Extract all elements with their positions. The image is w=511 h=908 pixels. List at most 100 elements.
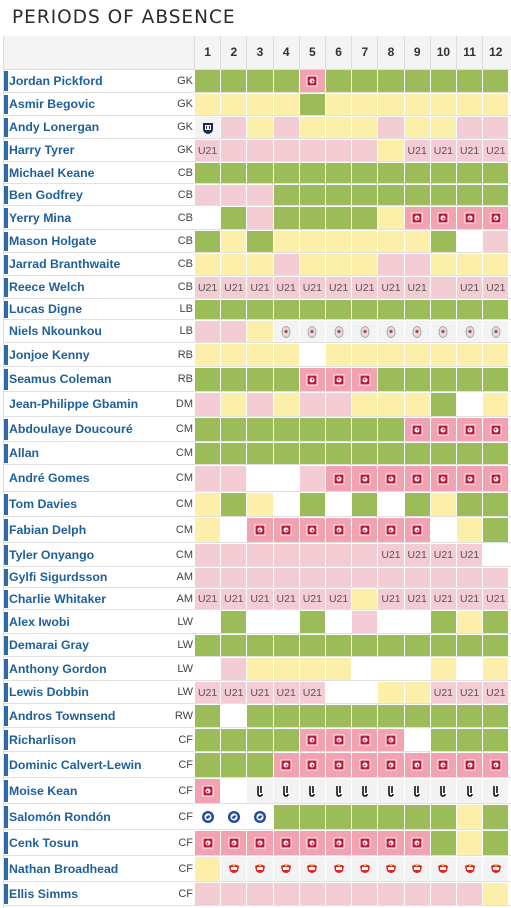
player-name-link[interactable]: Cenk Tosun (9, 835, 79, 850)
player-name-link[interactable]: Anthony Gordon (9, 661, 107, 676)
injury-icon (228, 837, 240, 849)
player-name-link[interactable]: Harry Tyrer (9, 143, 75, 157)
position-label: GK (177, 98, 193, 110)
u21-label: U21 (486, 281, 506, 294)
status-cell: U21 (456, 277, 483, 298)
status-cell (456, 185, 483, 205)
row-indicator-bar (4, 71, 8, 91)
u21-label: U21 (459, 549, 480, 561)
position-label: AM (176, 592, 194, 605)
player-name-link[interactable]: Lucas Digne (9, 302, 83, 316)
column-header-4: 4 (272, 36, 299, 69)
status-cell (246, 883, 273, 905)
club-badge-icon (309, 785, 316, 797)
status-cell: U21 (272, 277, 299, 298)
status-cell (456, 94, 483, 115)
status-cell (377, 883, 404, 905)
player-name-link[interactable]: Andy Lonergan (9, 120, 100, 134)
player-name-link[interactable]: Lewis Dobbin (9, 685, 89, 699)
player-name-link[interactable]: Moise Kean (9, 783, 78, 798)
status-cell (272, 254, 299, 275)
status-cell (298, 117, 325, 138)
status-cell (403, 321, 430, 342)
player-name-link[interactable]: Tyler Onyango (9, 547, 95, 562)
status-cell (220, 466, 247, 491)
status-cell: U21 (429, 544, 456, 566)
status-cell (298, 518, 325, 542)
player-name-link[interactable]: Yerry Mina (9, 210, 72, 225)
status-cell (220, 658, 247, 680)
player-name-link[interactable]: Jordan Pickford (9, 73, 103, 88)
status-cell (220, 140, 247, 161)
player-name-link[interactable]: Michael Keane (9, 165, 95, 180)
player-name-link[interactable]: Charlie Whitaker (9, 591, 107, 606)
status-cell (403, 857, 430, 881)
status-cell (456, 518, 483, 542)
status-cell (220, 805, 246, 829)
injury-icon (437, 424, 449, 435)
status-cell: U21 (220, 589, 247, 609)
u21-label: U21 (459, 281, 480, 294)
player-name-link[interactable]: Dominic Calvert-Lewin (9, 757, 142, 772)
status-cell (429, 117, 456, 138)
player-name-link[interactable]: Nathan Broadhead (9, 861, 119, 876)
table-row: Fabian Delph CM (4, 517, 511, 543)
status-cell (351, 140, 378, 161)
player-name-link[interactable]: Reece Welch (9, 280, 85, 294)
player-name-link[interactable]: Demarai Gray (9, 638, 89, 652)
player-name-link[interactable]: Gylfi Sigurdsson (9, 570, 108, 584)
injury-icon (306, 759, 318, 771)
u21-label: U21 (302, 281, 323, 294)
player-name-link[interactable]: Mason Holgate (9, 234, 97, 248)
status-cell (246, 418, 273, 441)
player-name-link[interactable]: Seamus Coleman (9, 372, 112, 386)
row-indicator-bar (4, 569, 8, 586)
status-cell (194, 300, 221, 319)
status-cell (377, 729, 404, 751)
player-name-link[interactable]: Jonjoe Kenny (9, 347, 90, 362)
status-cell (325, 518, 352, 542)
injury-icon (280, 759, 292, 771)
status-cell (325, 779, 352, 803)
player-name-link[interactable]: Asmir Begovic (9, 97, 96, 111)
player-name-link[interactable]: Ellis Simms (9, 886, 79, 901)
player-name-link[interactable]: Abdoulaye Doucouré (9, 422, 133, 436)
status-cell (403, 443, 430, 464)
player-name-link[interactable]: Salomón Rondón (9, 809, 111, 824)
status-cell (220, 779, 246, 803)
injury-icon (411, 524, 423, 536)
status-cell (298, 94, 325, 115)
status-cell (456, 231, 482, 252)
status-cell (298, 321, 325, 342)
player-name-link[interactable]: Ben Godfrey (9, 187, 83, 202)
u21-label: U21 (355, 281, 375, 294)
row-indicator-bar (4, 95, 8, 114)
player-name-link[interactable]: Alex Iwobi (9, 614, 70, 629)
player-name-link[interactable]: Niels Nkounkou (9, 324, 102, 338)
player-name-link[interactable]: Fabian Delph (9, 522, 87, 537)
status-cell (220, 518, 246, 542)
status-cell (298, 658, 325, 680)
row-indicator-bar (4, 186, 8, 204)
status-cell (351, 518, 378, 542)
table-row: Jonjoe Kenny RB (4, 343, 511, 367)
player-name-link[interactable]: Jean-Philippe Gbamin (9, 397, 139, 411)
injury-icon (306, 734, 318, 746)
status-cell (246, 857, 273, 881)
status-cell (377, 344, 404, 366)
status-cell (482, 705, 509, 727)
status-cell (403, 831, 430, 855)
club-badge-icon (253, 811, 266, 823)
status-cell (194, 393, 221, 416)
player-name-link[interactable]: Tom Davies (9, 497, 78, 511)
player-name-link[interactable]: Allan (9, 446, 40, 460)
player-name-link[interactable]: Jarrad Branthwaite (9, 257, 121, 271)
club-badge-icon (490, 863, 501, 873)
club-badge-icon (440, 785, 447, 797)
column-header-10: 10 (429, 36, 456, 69)
player-name-link[interactable]: Richarlison (9, 732, 76, 747)
player-name-link[interactable]: André Gomes (9, 471, 90, 485)
u21-label: U21 (197, 281, 218, 294)
player-name-link[interactable]: Andros Townsend (9, 708, 116, 723)
position-label: CM (175, 498, 193, 510)
